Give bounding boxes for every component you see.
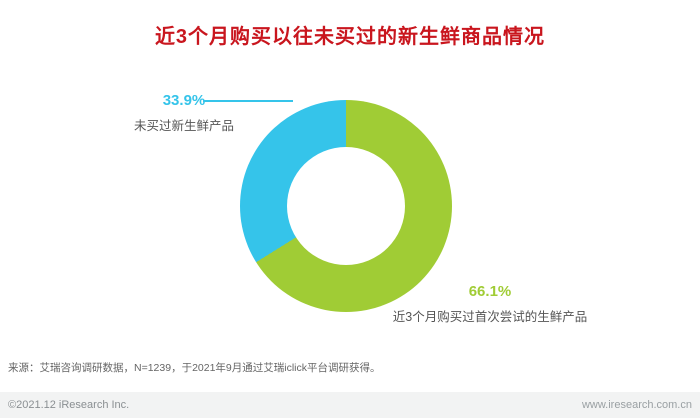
donut-chart bbox=[240, 100, 452, 312]
slice-label-unbought: 33.9% 未买过新生鲜产品 bbox=[118, 92, 250, 134]
slice-label-first-try: 66.1% 近3个月购买过首次尝试的生鲜产品 bbox=[380, 283, 600, 325]
chart-title: 近3个月购买以往未买过的新生鲜商品情况 bbox=[154, 26, 546, 48]
donut-hole bbox=[287, 147, 405, 265]
source-note: 来源：艾瑞咨询调研数据，N=1239，于2021年9月通过艾瑞iclick平台调… bbox=[8, 362, 381, 374]
footer-bar: ©2021.12 iResearch Inc. www.iresearch.co… bbox=[0, 392, 700, 418]
slice-pct-first-try: 66.1% bbox=[468, 283, 512, 300]
callout-line bbox=[203, 100, 293, 102]
slice-name-unbought: 未买过新生鲜产品 bbox=[133, 119, 234, 133]
slice-pct-unbought: 33.9% bbox=[162, 92, 206, 109]
website-link[interactable]: www.iresearch.com.cn bbox=[581, 399, 692, 411]
copyright-text: ©2021.12 iResearch Inc. bbox=[8, 399, 130, 411]
slice-name-first-try: 近3个月购买过首次尝试的生鲜产品 bbox=[392, 310, 588, 324]
